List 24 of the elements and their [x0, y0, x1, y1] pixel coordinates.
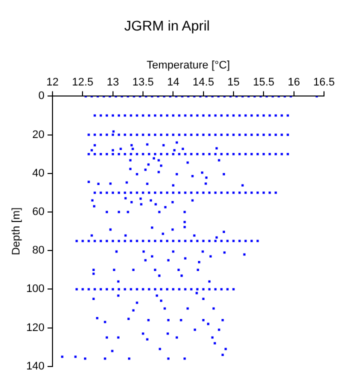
- point: [112, 114, 114, 117]
- x-tick-label: 16.5: [313, 76, 335, 89]
- point: [112, 240, 114, 242]
- x-tick-label: 12: [46, 76, 59, 89]
- x-tick-label: 15: [227, 76, 240, 89]
- y-tick-label: 120: [26, 322, 45, 334]
- y-tick-label: 0: [38, 90, 45, 102]
- point: [112, 152, 114, 156]
- x-tick-label: 13: [106, 76, 119, 89]
- chart-title: JGRM in April: [124, 17, 210, 34]
- y-axis-title: Depth [m]: [10, 207, 23, 256]
- y-tick-label: 60: [32, 206, 45, 218]
- y-tick-label: 100: [26, 283, 45, 296]
- x-axis-title: Temperature [°C]: [146, 59, 230, 72]
- x-tick-label: 12.5: [72, 76, 94, 89]
- x-tick-label: 16: [288, 76, 300, 89]
- y-tick-label: 80: [32, 244, 45, 257]
- x-tick-label: 14: [167, 76, 180, 89]
- y-tick-label: 20: [32, 128, 45, 141]
- y-tick-label: 140: [26, 360, 45, 372]
- x-tick-label: 15.5: [252, 76, 274, 89]
- y-tick-label: 40: [32, 167, 45, 180]
- x-tick-label: 13.5: [132, 76, 154, 89]
- x-tick-label: 14.5: [192, 76, 214, 89]
